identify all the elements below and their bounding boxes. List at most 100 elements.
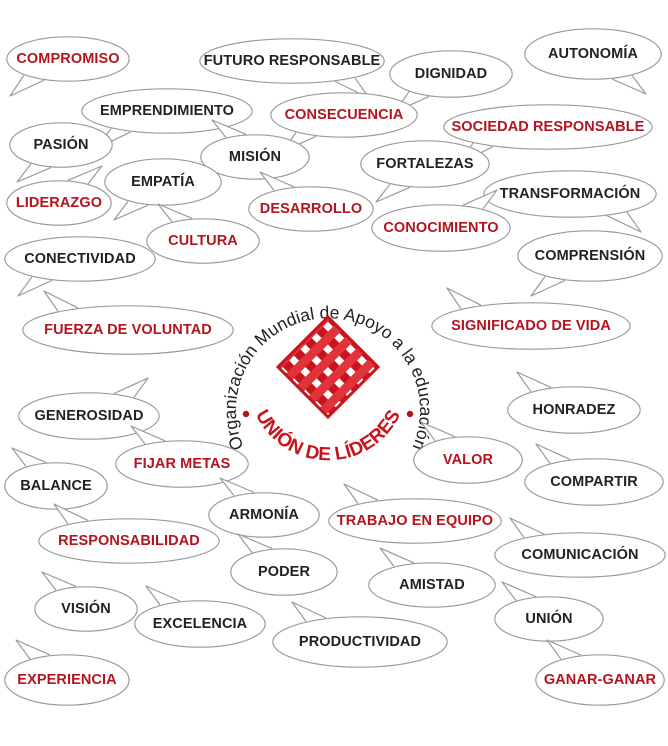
speech-bubble-ganar-ganar: GANAR-GANAR bbox=[535, 639, 665, 706]
speech-bubble-tail bbox=[17, 276, 53, 297]
speech-bubble-amistad: AMISTAD bbox=[368, 547, 496, 608]
speech-bubble-futuro-responsable: FUTURO RESPONSABLE bbox=[199, 38, 385, 99]
word-label-ganar-ganar: GANAR-GANAR bbox=[543, 672, 657, 688]
word-label-sociedad-responsable: SOCIEDAD RESPONSABLE bbox=[451, 119, 645, 135]
logo-emblem: Organización Mundial de Apoyo a la educa… bbox=[220, 302, 436, 465]
speech-bubble-tail bbox=[462, 189, 498, 210]
speech-bubble-tail bbox=[43, 290, 79, 312]
union-de-lideres-logo: Organización Mundial de Apoyo a la educa… bbox=[218, 262, 438, 482]
speech-bubble-conectividad: CONECTIVIDAD bbox=[4, 236, 156, 297]
word-label-emprendimiento: EMPRENDIMIENTO bbox=[99, 103, 235, 119]
speech-bubble-shape bbox=[18, 377, 160, 440]
speech-bubble-balance: BALANCE bbox=[4, 447, 108, 510]
speech-bubble-fill bbox=[23, 306, 233, 354]
speech-bubble-tail bbox=[606, 211, 642, 233]
speech-bubble-tail bbox=[15, 639, 51, 660]
word-label-liderazgo: LIDERAZGO bbox=[15, 195, 103, 211]
word-label-consecuencia: CONSECUENCIA bbox=[284, 107, 404, 123]
speech-bubble-compromiso: COMPROMISO bbox=[6, 36, 130, 97]
speech-bubble-dignidad: DIGNIDAD bbox=[389, 50, 513, 113]
speech-bubble-pasion: PASIÓN bbox=[9, 122, 113, 183]
word-label-conocimiento: CONOCIMIENTO bbox=[383, 220, 499, 236]
speech-bubble-experiencia: EXPERIENCIA bbox=[4, 639, 130, 706]
speech-bubble-shape bbox=[328, 483, 502, 544]
speech-bubble-tail bbox=[113, 377, 149, 398]
word-label-empatia: EMPATÍA bbox=[131, 174, 195, 190]
speech-bubble-shape bbox=[524, 28, 662, 95]
speech-bubble-excelencia: EXCELENCIA bbox=[134, 585, 266, 648]
word-label-fuerza-de-voluntad: FUERZA DE VOLUNTAD bbox=[44, 322, 212, 338]
speech-bubble-tail bbox=[516, 371, 552, 392]
speech-bubble-conocimiento: CONOCIMIENTO bbox=[371, 189, 511, 252]
word-label-comprension: COMPRENSIÓN bbox=[534, 248, 646, 264]
speech-bubble-tail bbox=[237, 533, 273, 554]
word-label-conectividad: CONECTIVIDAD bbox=[24, 251, 136, 267]
word-label-experiencia: EXPERIENCIA bbox=[17, 672, 117, 688]
speech-bubble-tail bbox=[211, 119, 247, 138]
speech-bubble-trabajo-en-equipo: TRABAJO EN EQUIPO bbox=[328, 483, 502, 544]
speech-bubble-shape bbox=[146, 203, 260, 264]
speech-bubble-tail bbox=[509, 517, 545, 538]
word-label-amistad: AMISTAD bbox=[399, 577, 465, 593]
speech-bubble-fill bbox=[444, 105, 652, 149]
speech-bubble-compartir: COMPARTIR bbox=[524, 443, 664, 506]
speech-bubble-shape bbox=[494, 517, 666, 578]
word-label-union: UNIÓN bbox=[525, 611, 573, 627]
speech-bubble-shape bbox=[230, 533, 338, 596]
word-label-desarrollo: DESARROLLO bbox=[259, 201, 363, 217]
word-label-balance: BALANCE bbox=[20, 478, 92, 494]
word-label-vision: VISIÓN bbox=[61, 601, 111, 617]
speech-bubble-fill bbox=[39, 519, 219, 563]
speech-bubble-empatia: EMPATÍA bbox=[104, 158, 222, 221]
speech-bubble-tail bbox=[343, 483, 379, 504]
speech-bubble-vision: VISIÓN bbox=[34, 571, 138, 632]
speech-bubble-shape bbox=[371, 189, 511, 252]
speech-bubble-tail bbox=[611, 75, 647, 95]
word-label-pasion: PASIÓN bbox=[33, 137, 89, 153]
speech-bubble-shape bbox=[4, 639, 130, 706]
speech-bubble-fill bbox=[369, 563, 495, 607]
word-label-excelencia: EXCELENCIA bbox=[152, 616, 248, 632]
speech-bubble-tail bbox=[113, 200, 149, 221]
speech-bubble-fill bbox=[231, 549, 337, 595]
speech-bubble-productividad: PRODUCTIVIDAD bbox=[272, 601, 448, 668]
speech-bubble-shape bbox=[6, 165, 112, 226]
speech-bubble-fill bbox=[200, 39, 384, 83]
speech-bubble-fill bbox=[390, 51, 512, 97]
speech-bubble-shape bbox=[4, 447, 108, 510]
speech-bubble-tail bbox=[145, 585, 181, 606]
speech-bubble-shape bbox=[200, 119, 310, 180]
speech-bubble-fill bbox=[495, 597, 603, 641]
speech-bubble-tail bbox=[9, 74, 45, 97]
speech-bubble-fill bbox=[7, 37, 129, 81]
speech-bubble-shape bbox=[248, 171, 374, 232]
speech-bubble-fill bbox=[432, 303, 630, 349]
speech-bubble-union: UNIÓN bbox=[494, 581, 604, 642]
speech-bubble-fill bbox=[5, 237, 155, 281]
speech-bubble-shape bbox=[115, 425, 249, 488]
speech-bubble-fill bbox=[105, 159, 221, 205]
word-label-significado-de-vida: SIGNIFICADO DE VIDA bbox=[451, 318, 611, 334]
speech-bubble-fill bbox=[372, 205, 510, 251]
speech-bubble-tail bbox=[41, 571, 77, 591]
speech-bubble-tail bbox=[130, 425, 166, 445]
speech-bubble-tail bbox=[291, 601, 327, 622]
word-label-valor: VALOR bbox=[442, 452, 494, 468]
speech-bubble-shape bbox=[524, 443, 664, 506]
speech-bubble-shape bbox=[431, 287, 631, 350]
speech-bubble-desarrollo: DESARROLLO bbox=[248, 171, 374, 232]
speech-bubble-armonia: ARMONÍA bbox=[208, 477, 320, 538]
speech-bubble-shape bbox=[104, 158, 222, 221]
speech-bubble-shape bbox=[34, 571, 138, 632]
speech-bubble-tail bbox=[67, 165, 103, 185]
ring-dot-left bbox=[242, 410, 250, 418]
speech-bubble-fill bbox=[135, 601, 265, 647]
speech-bubble-shape bbox=[494, 581, 604, 642]
speech-bubble-fill bbox=[201, 135, 309, 179]
word-label-compromiso: COMPROMISO bbox=[16, 51, 120, 67]
speech-bubble-fill bbox=[484, 171, 656, 217]
speech-bubble-shape bbox=[517, 230, 663, 297]
speech-bubble-cultura: CULTURA bbox=[146, 203, 260, 264]
speech-bubble-shape bbox=[389, 50, 513, 113]
speech-bubble-fill bbox=[508, 387, 640, 433]
